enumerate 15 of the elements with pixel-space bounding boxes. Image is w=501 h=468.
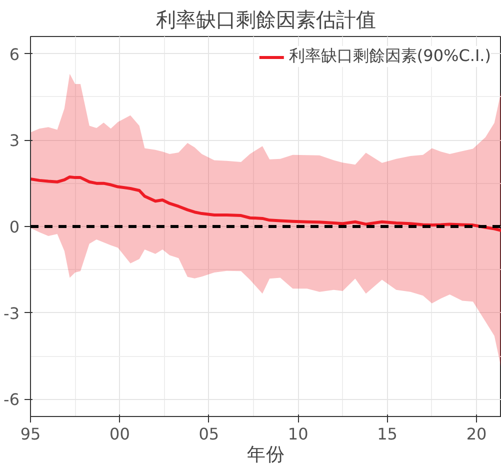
x-tick-label: 00 [110,424,130,444]
legend-label: 利率缺口剩餘因素(90%C.I.) [288,46,491,67]
y-tick-label: -3 [4,304,20,323]
x-tick-label: 10 [288,424,308,444]
x-tick-label: 95 [20,424,41,444]
x-axis-title: 年份 [247,444,285,466]
x-tick-label: 20 [466,424,487,444]
y-tick-label: -6 [4,390,20,410]
x-tick-label: 05 [198,424,220,444]
x-tick-label: 15 [377,424,398,444]
line-series [30,175,501,232]
y-tick-label: 6 [9,44,20,64]
chart-title: 利率缺口剩餘因素估計值 [156,8,376,32]
y-tick-label: 0 [9,218,20,236]
y-tick-label: 3 [9,131,20,150]
